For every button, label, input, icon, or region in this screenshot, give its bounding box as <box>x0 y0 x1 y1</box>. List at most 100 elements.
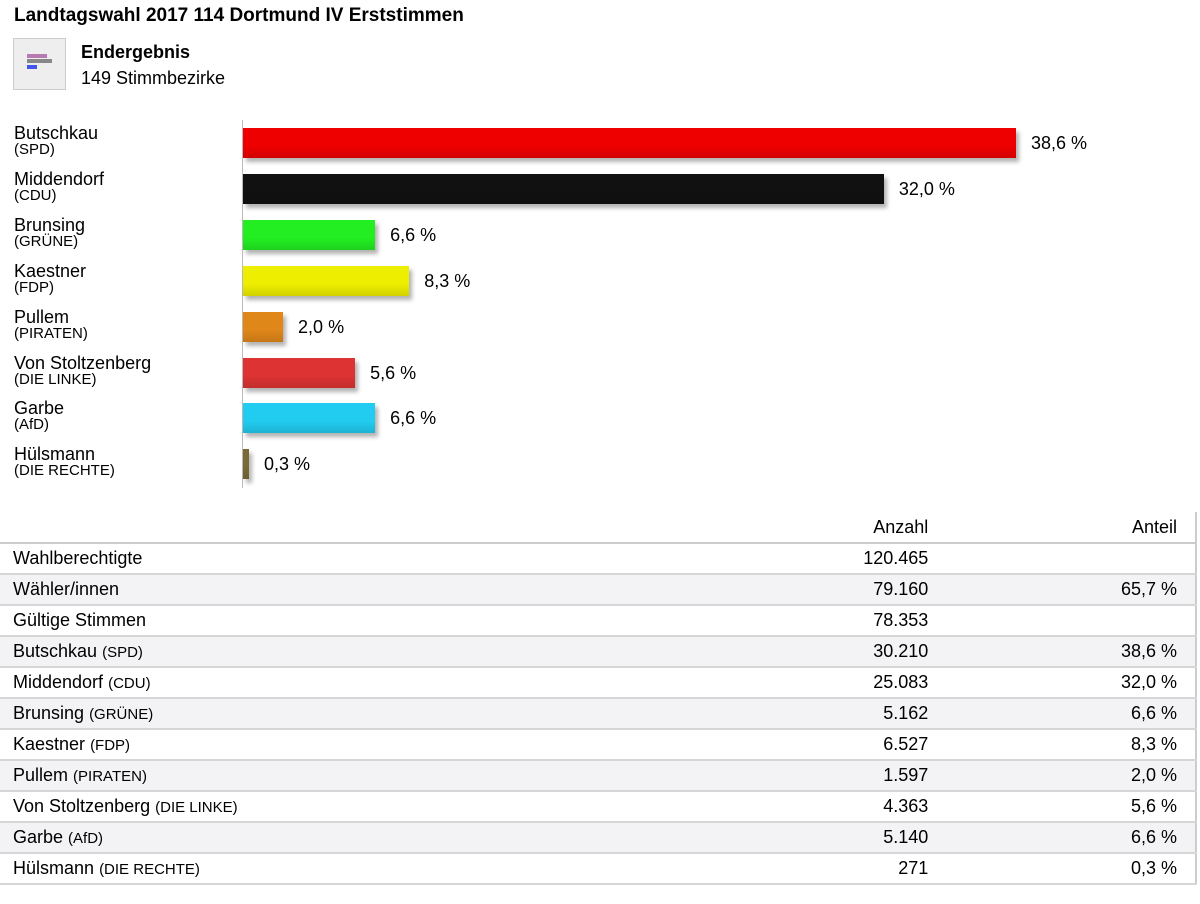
row-share <box>946 543 1196 575</box>
candidate-name: Von Stoltzenberg <box>14 352 152 373</box>
row-count: 79.160 <box>673 574 947 606</box>
row-count: 25.083 <box>673 667 947 699</box>
row-party: (CDU) <box>108 675 151 692</box>
party-name: (DIE LINKE) <box>14 370 97 388</box>
bar <box>243 128 1016 158</box>
row-party: (PIRATEN) <box>73 768 147 785</box>
row-label: Wähler/innen <box>13 579 120 599</box>
row-name: Pullem (PIRATEN) <box>0 760 674 792</box>
header-share: Anteil <box>946 512 1196 544</box>
row-party: (DIE LINKE) <box>155 799 238 816</box>
candidate-name: Middendorf <box>14 168 105 189</box>
table-row: Hülsmann (DIE RECHTE) 271 0,3 % <box>0 853 1196 885</box>
table-row: Wähler/innen 79.160 65,7 % <box>0 574 1196 606</box>
row-party: (AfD) <box>68 830 104 847</box>
chart-axis <box>242 120 243 488</box>
bar <box>243 357 356 388</box>
row-count: 6.527 <box>673 729 947 761</box>
row-name: Wähler/innen <box>0 574 674 606</box>
row-count: 5.162 <box>673 698 947 730</box>
row-name: Von Stoltzenberg (DIE LINKE) <box>0 791 674 823</box>
table-row: Middendorf (CDU) 25.083 32,0 % <box>0 667 1196 699</box>
row-label: Brunsing <box>13 703 85 723</box>
results-table: Anzahl Anteil Wahlberechtigte 120.465 Wäh… <box>0 512 1197 885</box>
bar-label: Brunsing (GRÜNE) <box>14 216 85 250</box>
row-share: 8,3 % <box>946 729 1196 761</box>
row-share: 65,7 % <box>946 574 1196 606</box>
party-name: (CDU) <box>14 186 57 204</box>
bar-value-label: 2,0 % <box>298 316 345 337</box>
row-name: Wahlberechtigte <box>0 543 674 575</box>
row-share <box>946 605 1196 637</box>
party-name: (AfD) <box>14 416 49 434</box>
candidate-name: Brunsing <box>14 214 86 235</box>
row-label: Von Stoltzenberg <box>13 796 151 816</box>
header-count: Anzahl <box>673 512 947 544</box>
row-count: 1.597 <box>673 760 947 792</box>
bar-label: Kaestner (FDP) <box>14 262 86 296</box>
bar-label: Butschkau (SPD) <box>14 124 98 158</box>
row-count: 4.363 <box>673 791 947 823</box>
row-share: 6,6 % <box>946 822 1196 854</box>
row-share: 2,0 % <box>946 760 1196 792</box>
row-party: (DIE RECHTE) <box>99 861 200 878</box>
bar <box>243 173 884 204</box>
party-name: (DIE RECHTE) <box>14 462 115 480</box>
row-label: Middendorf <box>13 672 104 692</box>
row-count: 30.210 <box>673 636 947 668</box>
row-name: Middendorf (CDU) <box>0 667 674 699</box>
candidate-name: Kaestner <box>14 260 87 281</box>
bar-label: Hülsmann (DIE RECHTE) <box>14 445 115 479</box>
table-row: Von Stoltzenberg (DIE LINKE) 4.363 5,6 % <box>0 791 1196 823</box>
bar <box>243 403 376 434</box>
bar <box>243 265 410 296</box>
page-title: Landtagswahl 2017 114 Dortmund IV Erstst… <box>14 5 464 26</box>
row-count: 78.353 <box>673 605 947 637</box>
bar <box>243 449 249 480</box>
row-name: Hülsmann (DIE RECHTE) <box>0 853 674 885</box>
bar-label: Von Stoltzenberg (DIE LINKE) <box>14 354 151 388</box>
row-label: Gültige Stimmen <box>13 610 147 630</box>
bar-value-label: 8,3 % <box>424 270 471 291</box>
row-share: 6,6 % <box>946 698 1196 730</box>
row-count: 5.140 <box>673 822 947 854</box>
table-row: Butschkau (SPD) 30.210 38,6 % <box>0 636 1196 668</box>
row-count: 271 <box>673 853 947 885</box>
bar-label: Pullem (PIRATEN) <box>14 308 88 342</box>
row-label: Hülsmann <box>13 858 95 878</box>
bar <box>243 219 376 250</box>
bar-label: Middendorf (CDU) <box>14 170 104 204</box>
row-share: 32,0 % <box>946 667 1196 699</box>
row-name: Brunsing (GRÜNE) <box>0 698 674 730</box>
row-share: 5,6 % <box>946 791 1196 823</box>
bar-value-label: 5,6 % <box>370 362 417 383</box>
district-count: 149 Stimmbezirke <box>81 68 226 88</box>
candidate-name: Pullem <box>14 306 70 327</box>
row-name: Kaestner (FDP) <box>0 729 674 761</box>
bar-value-label: 32,0 % <box>898 178 955 199</box>
row-label: Garbe <box>13 827 64 847</box>
row-count: 120.465 <box>673 543 947 575</box>
row-label: Butschkau <box>13 641 98 661</box>
bar-chart-icon <box>13 38 66 90</box>
table-row: Garbe (AfD) 5.140 6,6 % <box>0 822 1196 854</box>
row-label: Wahlberechtigte <box>13 548 143 568</box>
bar-value-label: 38,6 % <box>1031 133 1088 153</box>
candidate-name: Hülsmann <box>14 444 96 465</box>
table-row: Kaestner (FDP) 6.527 8,3 % <box>0 729 1196 761</box>
row-share: 0,3 % <box>946 853 1196 885</box>
row-name: Gültige Stimmen <box>0 605 674 637</box>
table-row: Pullem (PIRATEN) 1.597 2,0 % <box>0 760 1196 792</box>
row-name: Butschkau (SPD) <box>0 636 674 668</box>
party-name: (PIRATEN) <box>14 324 88 342</box>
party-name: (FDP) <box>14 278 54 296</box>
row-party: (SPD) <box>102 644 143 661</box>
candidate-name: Butschkau <box>14 123 99 143</box>
bar-value-label: 0,3 % <box>264 454 311 475</box>
result-status: Endergebnis <box>81 42 191 62</box>
row-party: (FDP) <box>90 737 131 754</box>
bar-value-label: 6,6 % <box>390 408 437 429</box>
bar-value-label: 6,6 % <box>390 224 437 245</box>
header-name <box>0 512 674 544</box>
table-row: Wahlberechtigte 120.465 <box>0 543 1196 575</box>
